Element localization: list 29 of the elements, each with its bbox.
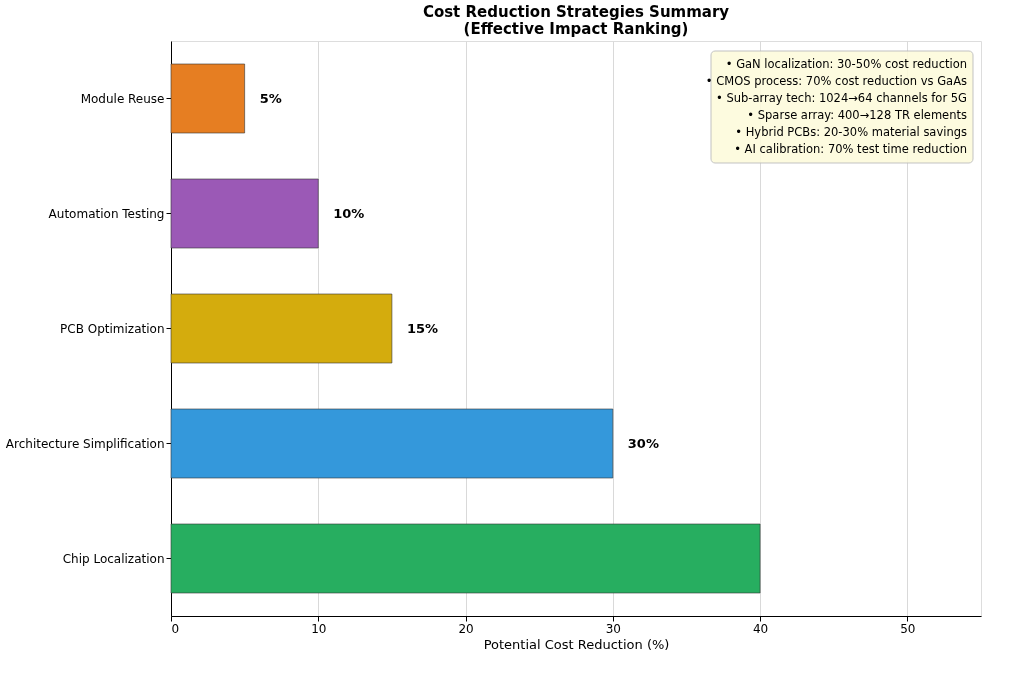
chart-title: Cost Reduction Strategies Summary (422, 3, 730, 21)
x-tick-label: 20 (458, 621, 474, 636)
y-tick-label: PCB Optimization (60, 321, 165, 336)
data-label: 5% (259, 90, 282, 106)
y-tick-label: Automation Testing (48, 206, 165, 221)
data-label: 30% (627, 435, 659, 451)
x-tick-label: 30 (605, 621, 621, 636)
annotation: • Sparse array: 400→128 TR elements (747, 108, 967, 122)
annotation: • CMOS process: 70% cost reduction vs GaAs (705, 74, 968, 88)
y-tick-label: Module Reuse (80, 91, 165, 106)
y-tick-label: Chip Localization (62, 551, 165, 566)
data-label: 10% (333, 205, 365, 221)
x-tick-label: 0 (171, 621, 180, 636)
x-tick-label: 50 (900, 621, 916, 636)
annotation: • Hybrid PCBs: 20-30% material savings (735, 125, 968, 139)
x-tick-label: 10 (311, 621, 327, 636)
data-label: 15% (406, 320, 439, 336)
bar (170, 63, 245, 134)
y-tick-label: Architecture Simplification (5, 436, 165, 451)
annotation: • Sub-array tech: 1024→64 channels for 5G (715, 91, 967, 105)
annotation: • GaN localization: 30-50% cost reduction (725, 57, 967, 71)
x-axis-title: Potential Cost Reduction (%) (483, 636, 670, 652)
annotation: • AI calibration: 70% test time reduction (734, 142, 967, 156)
chart-subtitle: (Effective Impact Ranking) (463, 20, 689, 38)
bar (170, 178, 319, 249)
bar (170, 408, 614, 479)
bar (170, 293, 393, 364)
x-tick-label: 40 (752, 621, 769, 636)
bar (170, 523, 761, 594)
